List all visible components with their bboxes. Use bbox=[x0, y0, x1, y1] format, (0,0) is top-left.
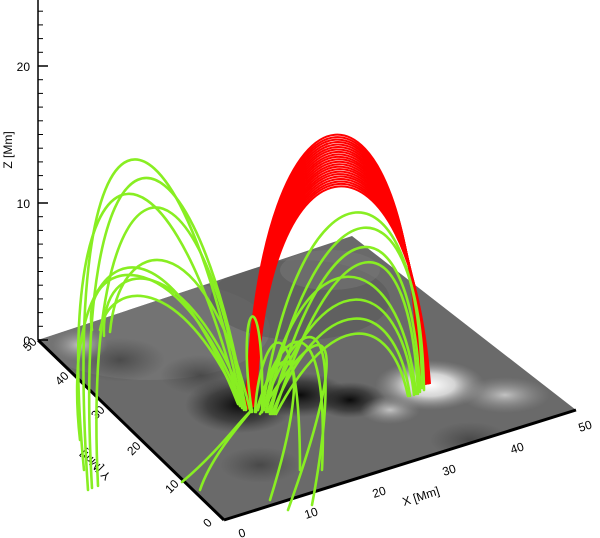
green-field-line bbox=[274, 332, 410, 416]
x-tick-label: 0 bbox=[237, 525, 248, 538]
y-tick-label: 0 bbox=[200, 515, 215, 530]
green-field-line bbox=[98, 294, 242, 406]
green-field-line bbox=[270, 317, 412, 416]
green-field-line bbox=[108, 258, 252, 412]
y-tick-label: 10 bbox=[162, 477, 182, 497]
green-field-line bbox=[82, 158, 244, 492]
green-field-line bbox=[266, 298, 416, 414]
green-field-line bbox=[95, 206, 246, 488]
z-axis-title: Z [Mm] bbox=[1, 131, 15, 168]
z-axis: 0 10 20 Z [Mm] bbox=[1, 0, 48, 348]
open-field-lines bbox=[75, 158, 426, 512]
x-tick-label: 40 bbox=[509, 439, 526, 457]
z-tick-label: 0 bbox=[23, 334, 30, 348]
y-axis-line bbox=[36, 338, 226, 522]
green-field-line bbox=[253, 341, 302, 472]
green-field-line bbox=[88, 176, 248, 490]
closed-loop-bundle bbox=[245, 133, 431, 411]
green-field-line bbox=[198, 410, 252, 492]
red-field-loop bbox=[255, 185, 431, 407]
x-tick-label: 50 bbox=[577, 417, 594, 435]
x-tick-label: 10 bbox=[303, 504, 320, 522]
green-field-line bbox=[268, 245, 422, 416]
x-tick-label: 20 bbox=[371, 483, 388, 501]
x-axis-title: X [Mm] bbox=[401, 484, 441, 509]
x-tick-label: 30 bbox=[441, 461, 458, 479]
z-tick-label: 10 bbox=[17, 197, 31, 211]
green-field-line bbox=[262, 275, 418, 412]
green-field-line bbox=[102, 277, 248, 410]
z-tick-label: 20 bbox=[17, 60, 31, 74]
green-field-line bbox=[89, 273, 244, 408]
x-axis-line bbox=[223, 408, 577, 522]
